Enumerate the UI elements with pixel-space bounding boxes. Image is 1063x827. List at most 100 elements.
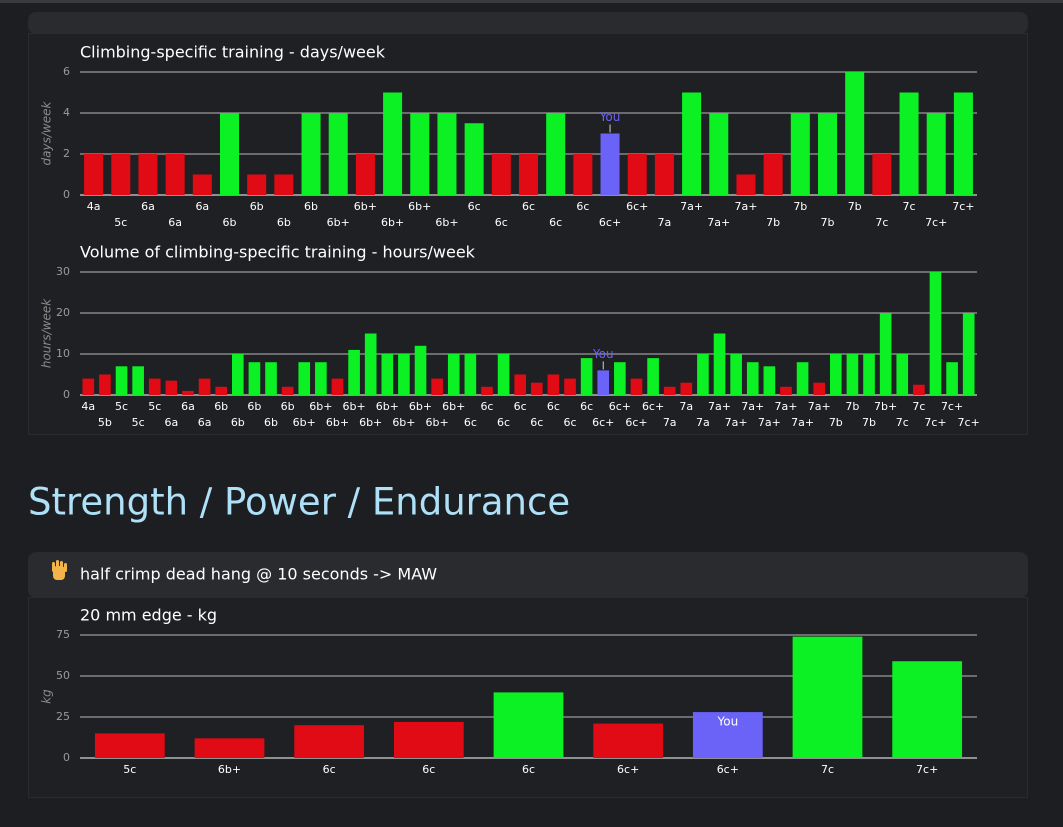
top-edge	[0, 0, 1063, 3]
bar	[597, 370, 610, 395]
bar	[913, 384, 925, 395]
bar	[697, 354, 709, 395]
x-tick-label: 7c+	[916, 763, 938, 776]
x-tick-label: 7a+	[791, 416, 814, 429]
y-axis-label: kg	[40, 689, 54, 704]
x-tick-label: 6b+	[354, 200, 377, 213]
bar	[736, 174, 756, 195]
chart-title: Volume of climbing-specific training - h…	[80, 243, 476, 262]
y-tick-label: 4	[63, 106, 70, 119]
x-tick-label: 6b	[214, 400, 228, 413]
card-header[interactable]	[28, 552, 1028, 598]
bar	[593, 723, 664, 758]
bar	[872, 154, 892, 195]
x-tick-label: 7c+	[924, 416, 946, 429]
x-tick-label: 6b+	[409, 400, 432, 413]
bar	[431, 378, 443, 395]
x-tick-label: 6c	[547, 400, 560, 413]
bar	[663, 386, 676, 395]
bar	[247, 174, 267, 195]
x-tick-label: 7c	[903, 200, 916, 213]
x-tick-label: 6b+	[359, 416, 382, 429]
bar	[410, 113, 430, 195]
bar	[546, 113, 566, 195]
y-tick-label: 0	[63, 388, 70, 401]
x-tick-label: 6a	[168, 216, 182, 229]
x-tick-label: 7c	[875, 216, 888, 229]
x-tick-label: 6c	[323, 763, 336, 776]
bar	[790, 113, 810, 195]
x-tick-label: 7a	[679, 400, 693, 413]
x-tick-label: 6b+	[381, 216, 404, 229]
bar	[182, 390, 194, 395]
bar	[281, 386, 294, 395]
x-tick-label: 5c	[114, 216, 127, 229]
x-tick-label: 6a	[195, 200, 209, 213]
bar	[763, 154, 783, 195]
section-heading: Strength / Power / Endurance	[28, 481, 570, 524]
bar	[829, 354, 842, 395]
bar	[355, 154, 375, 195]
bar	[580, 358, 593, 395]
x-tick-label: 6b+	[408, 200, 431, 213]
bar	[863, 354, 875, 395]
bar	[817, 113, 838, 195]
x-tick-label: 6b+	[376, 400, 399, 413]
bar	[393, 721, 464, 758]
bar	[946, 362, 958, 395]
x-tick-label: 6c+	[625, 416, 647, 429]
bar	[654, 154, 674, 195]
x-tick-label: 6b+	[426, 416, 449, 429]
x-tick-label: 6b+	[327, 216, 350, 229]
bar	[294, 725, 365, 758]
x-tick-label: 4a	[81, 400, 95, 413]
x-tick-label: 6c	[549, 216, 562, 229]
bar	[730, 354, 742, 395]
x-tick-label: 6b+	[435, 216, 458, 229]
x-tick-label: 6c	[522, 200, 535, 213]
x-tick-label: 6c	[495, 216, 508, 229]
bar	[926, 113, 946, 195]
x-tick-label: 6c+	[626, 200, 648, 213]
x-tick-label: 5c	[123, 763, 136, 776]
bar	[845, 72, 865, 195]
x-tick-label: 6b+	[309, 400, 332, 413]
bar	[192, 174, 212, 195]
x-tick-label: 6c+	[609, 400, 631, 413]
annotation: You	[592, 347, 614, 361]
x-tick-label: 7a+	[758, 416, 781, 429]
bar	[165, 154, 185, 195]
y-axis-label: hours/week	[40, 298, 54, 368]
x-tick-label: 6b	[247, 400, 261, 413]
x-tick-label: 4a	[87, 200, 101, 213]
x-tick-label: 7a+	[707, 216, 730, 229]
x-tick-label: 6c	[497, 416, 510, 429]
x-tick-label: 6b	[304, 200, 318, 213]
x-tick-label: 7b	[821, 216, 835, 229]
x-tick-label: 6b+	[442, 400, 465, 413]
x-tick-label: 6c	[576, 200, 589, 213]
x-tick-label: 6b+	[326, 416, 349, 429]
x-tick-label: 6c	[564, 416, 577, 429]
x-tick-label: 7c	[912, 400, 925, 413]
x-tick-label: 6c	[480, 400, 493, 413]
x-tick-label: 7a	[696, 416, 710, 429]
bar	[348, 349, 360, 395]
y-axis-label: days/week	[40, 101, 54, 166]
x-tick-label: 7b	[845, 400, 859, 413]
x-tick-label: 5b	[98, 416, 112, 429]
chart-title: 20 mm edge - kg	[80, 606, 217, 625]
x-tick-label: 7c+	[925, 216, 947, 229]
annotation: You	[716, 715, 738, 729]
x-tick-label: 6b+	[342, 400, 365, 413]
bar	[780, 386, 792, 395]
bar	[447, 354, 460, 395]
x-tick-label: 6b	[264, 416, 278, 429]
bar	[682, 92, 702, 195]
chart-title: Climbing-specific training - days/week	[80, 43, 386, 62]
bar	[481, 386, 493, 395]
x-tick-label: 7b+	[874, 400, 897, 413]
bar	[518, 154, 539, 195]
bar	[111, 154, 131, 195]
